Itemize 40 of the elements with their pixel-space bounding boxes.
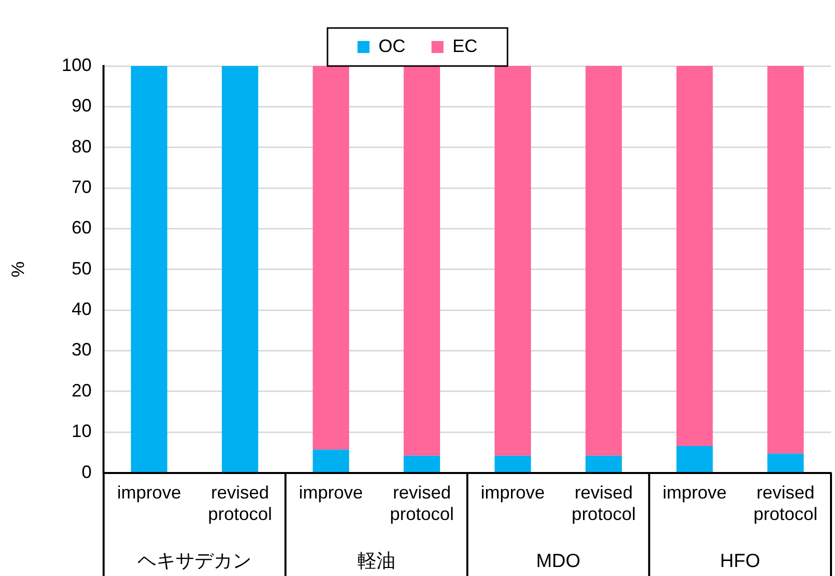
text: HFO (720, 551, 760, 572)
x-tick-label: revised protocol (754, 482, 818, 524)
bar (767, 66, 804, 454)
text: ヘキサデカン (138, 551, 252, 572)
y-tick-label: 70 (72, 177, 92, 198)
bar (676, 66, 713, 446)
x-tick-label: improve (298, 482, 363, 503)
x-tick-label: revised protocol (390, 482, 454, 524)
text: 軽油 (357, 551, 396, 572)
x-tick-label: improve (117, 482, 182, 503)
bar (312, 66, 350, 450)
bar (130, 66, 168, 472)
bar (586, 456, 622, 472)
bar (404, 456, 440, 472)
y-tick-label: 60 (72, 218, 92, 238)
bar (494, 456, 531, 472)
legend-label: EC (452, 36, 478, 56)
y-tick-label: 10 (72, 421, 92, 442)
y-tick-label: 0 (82, 462, 92, 482)
bar (586, 66, 622, 456)
y-tick-label: 50 (72, 258, 92, 278)
bar (767, 454, 804, 472)
x-tick-label: revised protocol (208, 482, 272, 524)
y-axis-title: % (8, 261, 28, 278)
legend-label: OC (378, 36, 406, 56)
y-tick-label: 30 (72, 340, 92, 360)
bar (494, 66, 531, 456)
y-tick-label: 100 (62, 54, 92, 75)
x-tick-label: revised protocol (572, 482, 636, 524)
y-tick-label: 90 (72, 96, 92, 116)
y-tick-label: 40 (72, 299, 92, 320)
x-tick-label: improve (480, 482, 545, 503)
text: MDO (536, 551, 580, 572)
bar (404, 66, 440, 456)
y-tick-label: 20 (72, 380, 92, 400)
bar (676, 446, 713, 472)
x-tick-label: improve (662, 482, 727, 503)
y-tick-label: 80 (72, 136, 92, 156)
bar (312, 450, 350, 472)
bar (222, 66, 258, 472)
